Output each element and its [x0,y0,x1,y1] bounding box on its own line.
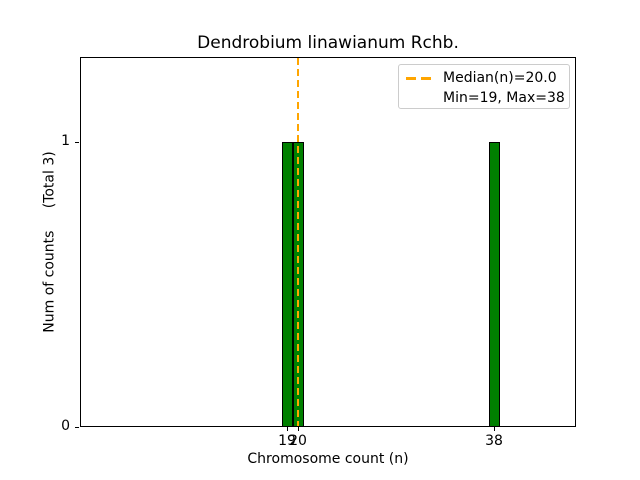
legend-row-minmax: Min=19, Max=38 [443,88,565,108]
x-tick [286,427,288,431]
legend-minmax-label: Min=19, Max=38 [443,90,565,106]
legend-row-median: Median(n)=20.0 [406,68,563,88]
y-tick [75,426,79,428]
legend: Median(n)=20.0 Min=19, Max=38 [398,64,570,109]
median-line [297,58,299,426]
x-axis-label: Chromosome count (n) [247,451,409,467]
y-axis-label: Num of counts (Total 3) [41,151,58,333]
x-tick [493,427,495,431]
y-tick-label: 1 [61,133,70,149]
x-tick [297,427,299,431]
chart-title: Dendrobium linawianum Rchb. [197,33,459,53]
y-tick-label: 0 [61,418,70,434]
x-tick-label: 19 [278,433,296,449]
median-dashed-line-swatch [406,76,431,80]
x-tick-label: 38 [485,433,503,449]
histogram-bar [282,142,293,427]
legend-median-label: Median(n)=20.0 [443,70,557,86]
x-tick-label: 20 [289,433,307,449]
histogram-bar [489,142,500,427]
plot-area [80,57,576,427]
y-tick [75,141,79,143]
